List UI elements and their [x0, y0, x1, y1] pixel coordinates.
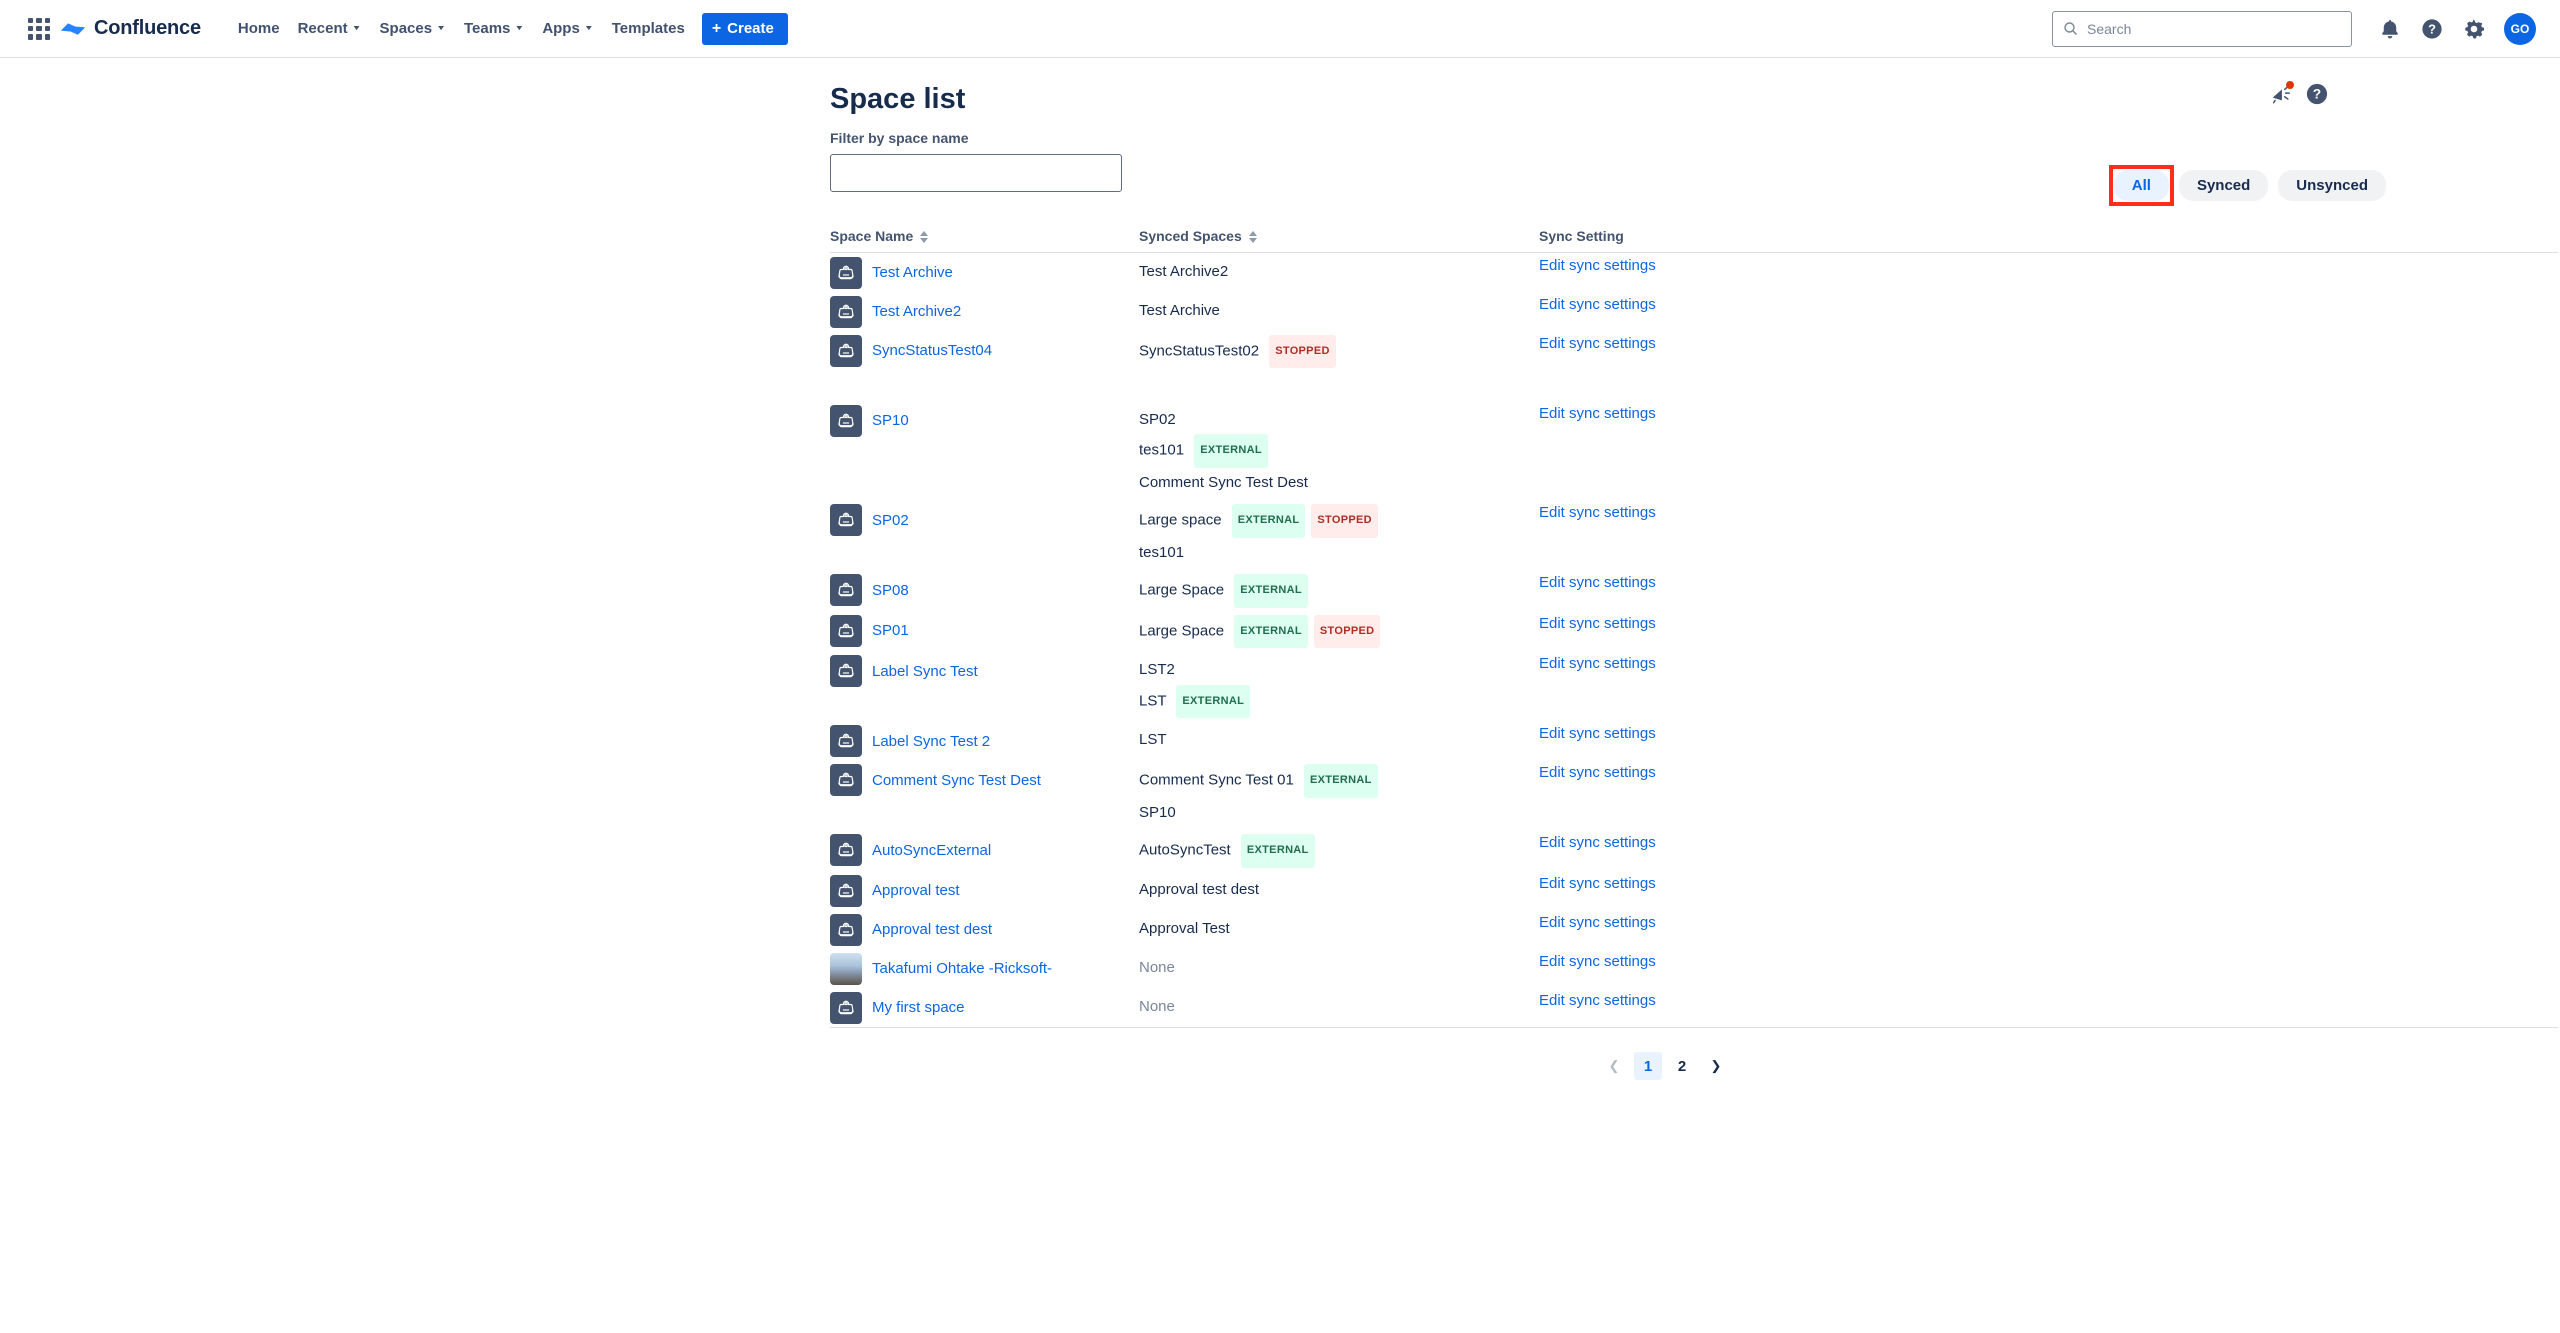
svg-text:?: ? — [2428, 21, 2436, 36]
svg-text:?: ? — [2313, 87, 2321, 102]
